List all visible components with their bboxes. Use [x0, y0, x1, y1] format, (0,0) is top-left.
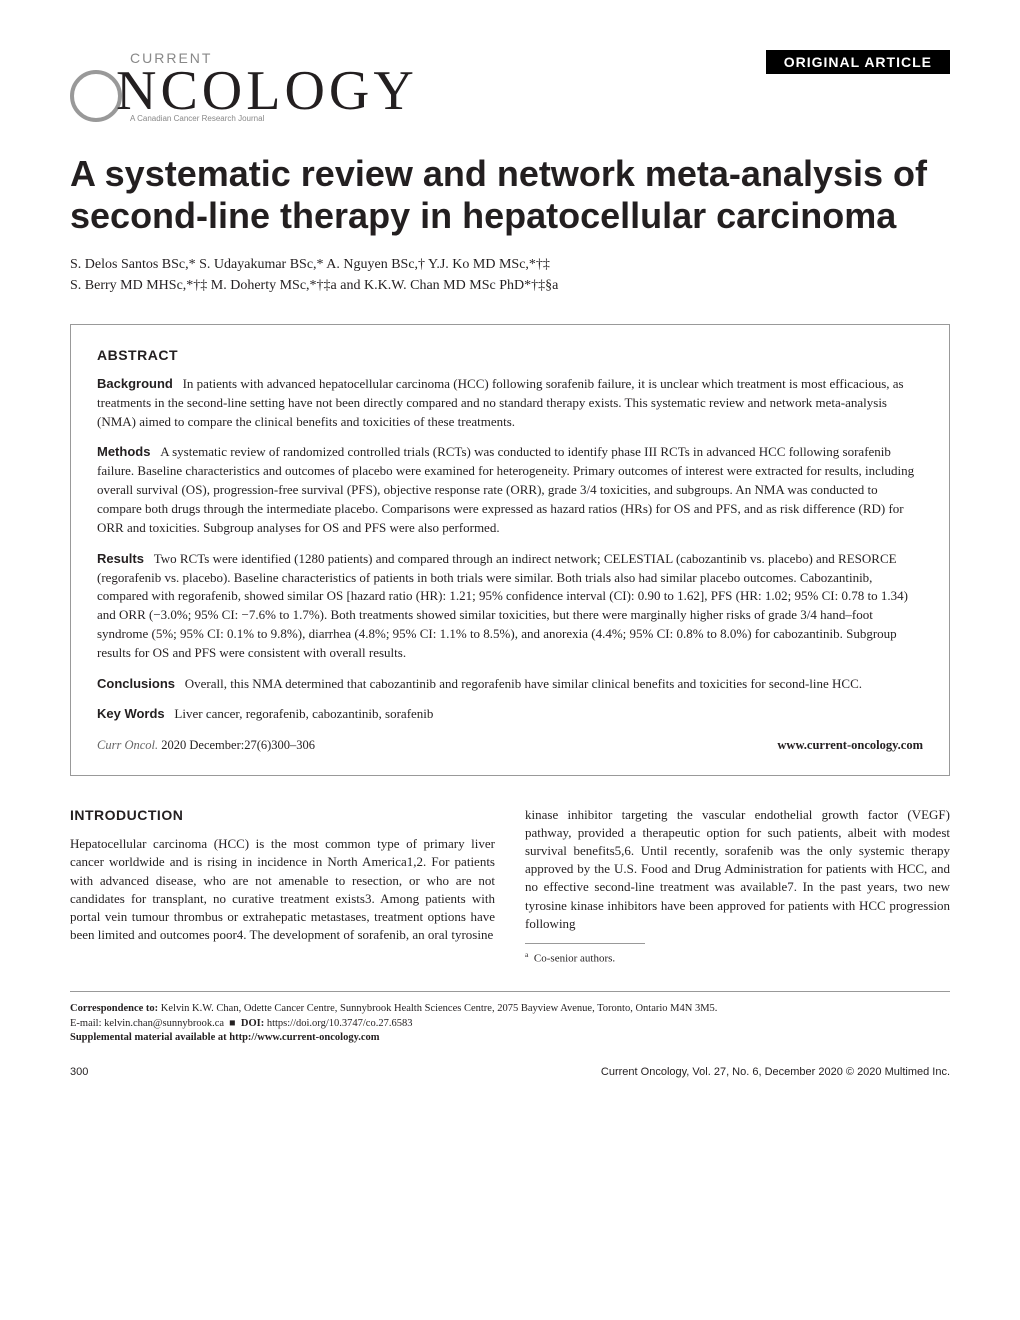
body-columns: INTRODUCTION Hepatocellular carcinoma (H… — [70, 806, 950, 967]
page-number: 300 — [70, 1066, 88, 1078]
intro-paragraph-col1: Hepatocellular carcinoma (HCC) is the mo… — [70, 835, 495, 944]
page-footer: 300 Current Oncology, Vol. 27, No. 6, De… — [70, 1066, 950, 1078]
introduction-heading: INTRODUCTION — [70, 806, 495, 826]
results-label: Results — [97, 551, 144, 566]
abstract-results: Results Two RCTs were identified (1280 p… — [97, 550, 923, 663]
column-right: kinase inhibitor targeting the vascular … — [525, 806, 950, 967]
logo-main-text: NCOLOGY — [70, 66, 418, 122]
supplemental-text: Supplemental material available at http:… — [70, 1032, 380, 1043]
authors-line-1: S. Delos Santos BSc,* S. Udayakumar BSc,… — [70, 254, 950, 275]
methods-text: A systematic review of randomized contro… — [97, 444, 914, 534]
column-left: INTRODUCTION Hepatocellular carcinoma (H… — [70, 806, 495, 967]
article-title: A systematic review and network meta-ana… — [70, 153, 950, 236]
methods-label: Methods — [97, 444, 150, 459]
authors-line-2: S. Berry MD MHSc,*†‡ M. Doherty MSc,*†‡a… — [70, 275, 950, 296]
article-type-badge: ORIGINAL ARTICLE — [766, 50, 950, 74]
abstract-box: ABSTRACT Background In patients with adv… — [70, 324, 950, 776]
correspondence-text: Kelvin K.W. Chan, Odette Cancer Centre, … — [161, 1003, 718, 1014]
background-text: In patients with advanced hepatocellular… — [97, 376, 904, 429]
journal-website: www.current-oncology.com — [777, 738, 923, 753]
author-list: S. Delos Santos BSc,* S. Udayakumar BSc,… — [70, 254, 950, 296]
journal-logo: CURRENT NCOLOGY A Canadian Cancer Resear… — [70, 50, 418, 123]
abstract-methods: Methods A systematic review of randomize… — [97, 443, 923, 537]
citation-left: Curr Oncol. 2020 December:27(6)300–306 — [97, 738, 315, 753]
keywords: Key Words Liver cancer, regorafenib, cab… — [97, 706, 923, 722]
footnote-rule — [525, 943, 645, 944]
conclusions-text: Overall, this NMA determined that caboza… — [185, 676, 862, 691]
correspondence-label: Correspondence to: — [70, 1003, 158, 1014]
intro-paragraph-col2: kinase inhibitor targeting the vascular … — [525, 806, 950, 933]
keywords-text: Liver cancer, regorafenib, cabozantinib,… — [174, 706, 433, 721]
abstract-heading: ABSTRACT — [97, 347, 923, 363]
footnote-marker: a — [525, 950, 528, 959]
header-row: CURRENT NCOLOGY A Canadian Cancer Resear… — [70, 50, 950, 123]
keywords-label: Key Words — [97, 706, 165, 721]
conclusions-label: Conclusions — [97, 676, 175, 691]
footnote-text: Co-senior authors. — [534, 953, 615, 965]
citation-journal: Curr Oncol. — [97, 738, 158, 752]
abstract-conclusions: Conclusions Overall, this NMA determined… — [97, 675, 923, 694]
doi-label: DOI: — [241, 1018, 264, 1029]
email-label: E-mail: — [70, 1018, 102, 1029]
background-label: Background — [97, 376, 173, 391]
logo-o-icon — [70, 70, 122, 122]
footnote: a Co-senior authors. — [525, 950, 950, 967]
doi-value: https://doi.org/10.3747/co.27.6583 — [267, 1018, 413, 1029]
citation-pages: 2020 December:27(6)300–306 — [161, 738, 315, 752]
citation-row: Curr Oncol. 2020 December:27(6)300–306 w… — [97, 738, 923, 753]
results-text: Two RCTs were identified (1280 patients)… — [97, 551, 908, 660]
email-value: kelvin.chan@sunnybrook.ca — [104, 1018, 224, 1029]
footer-citation: Current Oncology, Vol. 27, No. 6, Decemb… — [601, 1066, 950, 1078]
correspondence-block: Correspondence to: Kelvin K.W. Chan, Ode… — [70, 991, 950, 1046]
abstract-background: Background In patients with advanced hep… — [97, 375, 923, 432]
